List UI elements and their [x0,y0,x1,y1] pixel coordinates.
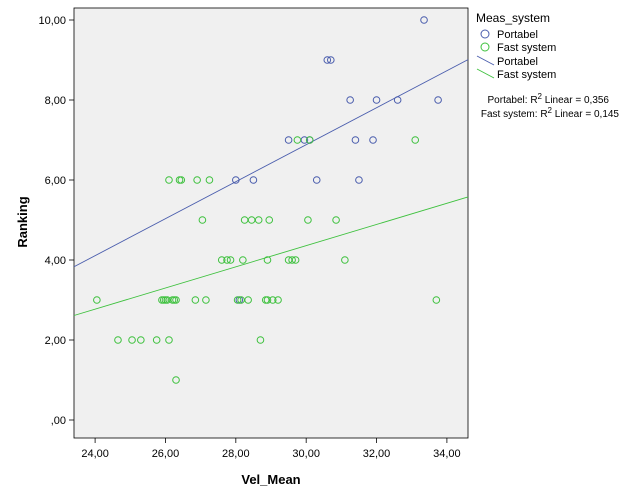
data-point [172,376,180,384]
data-point [341,256,349,264]
legend-marker [480,42,490,52]
legend-label: Portabel [497,29,538,41]
portabel-r2-superscript: 2 [538,92,543,101]
data-point [165,176,173,184]
data-point [332,216,340,224]
data-point [249,176,258,184]
legend-title: Meas_system [476,11,550,25]
data-point [369,136,377,144]
legend-label: Fast system [497,42,556,54]
data-point [355,176,363,184]
legend-marker [480,29,490,39]
data-point [420,16,428,24]
data-point [351,136,360,144]
data-point [323,56,332,64]
data-point [393,96,402,104]
data-point [177,176,186,184]
data-point [205,176,214,184]
data-point [223,256,231,264]
data-point [312,176,321,184]
legend-label: Fast system [497,69,556,81]
fit-line-portabel [73,59,469,268]
data-point [217,256,226,264]
data-point [268,296,277,304]
data-point [93,296,101,304]
data-point [263,256,272,264]
y-tick-label: 6,00 [45,175,66,187]
data-point [288,256,296,264]
x-tick-label: 30,00 [292,448,320,460]
series-fast-system [93,136,441,384]
data-point [226,256,235,264]
data-point [274,296,282,304]
data-point [293,136,302,144]
fast-system-r2-value: Linear = 0,145 [552,109,619,120]
legend-line [476,68,495,79]
x-tick-label: 24,00 [81,448,109,460]
data-point [233,296,242,304]
data-point [284,136,293,144]
x-tick-label: 32,00 [363,448,391,460]
data-point [137,336,145,344]
data-point [193,176,201,184]
y-tick-label: 10,00 [38,15,66,27]
data-point [434,96,442,104]
data-point [165,336,173,344]
fast-system-r2-prefix: Fast system: R [481,109,548,120]
data-point [198,216,207,224]
data-point [239,256,247,264]
data-point [114,336,122,344]
data-point [128,336,136,344]
y-tick-label: 4,00 [45,255,66,267]
data-point [263,296,272,304]
fit-lines [73,59,469,316]
fast-system-r2-superscript: 2 [548,106,553,115]
data-point [304,216,312,224]
data-point [327,56,335,64]
legend-label: Portabel [497,56,538,68]
portabel-r2-prefix: Portabel: R [488,95,538,106]
data-point [244,296,252,304]
data-point [256,336,265,344]
data-point [172,296,180,304]
data-point [265,216,274,224]
data-point [254,216,263,224]
y-tick-label: 2,00 [45,335,66,347]
data-point [411,136,420,144]
portabel-r2-annotation: Portabel: R2 Linear = 0,356 [488,92,610,107]
data-point [291,256,300,264]
data-point [432,296,441,304]
fast-system-r2-annotation: Fast system: R2 Linear = 0,145 [481,106,620,121]
fit-line-fast-system [73,196,469,316]
data-point [372,96,381,104]
portabel-r2-value: Linear = 0,356 [542,95,609,106]
y-axis-title: Ranking [15,196,30,247]
legend-line [476,55,495,66]
data-point [305,136,314,144]
data-point [232,176,240,184]
data-points [93,16,442,384]
data-point [152,336,161,344]
data-point [346,96,354,104]
x-tick-label: 28,00 [222,448,250,460]
data-point [202,296,210,304]
data-point [191,296,200,304]
x-tick-label: 34,00 [433,448,461,460]
y-tick-label: 8,00 [45,95,66,107]
x-axis-title: Vel_Mean [241,472,300,487]
axes: 24,00 26,00 28,00 30,00 32,00 34,00 ,00 2,00 4,0… [38,15,460,460]
x-tick-label: 26,00 [152,448,180,460]
y-tick-label: ,00 [51,415,66,427]
